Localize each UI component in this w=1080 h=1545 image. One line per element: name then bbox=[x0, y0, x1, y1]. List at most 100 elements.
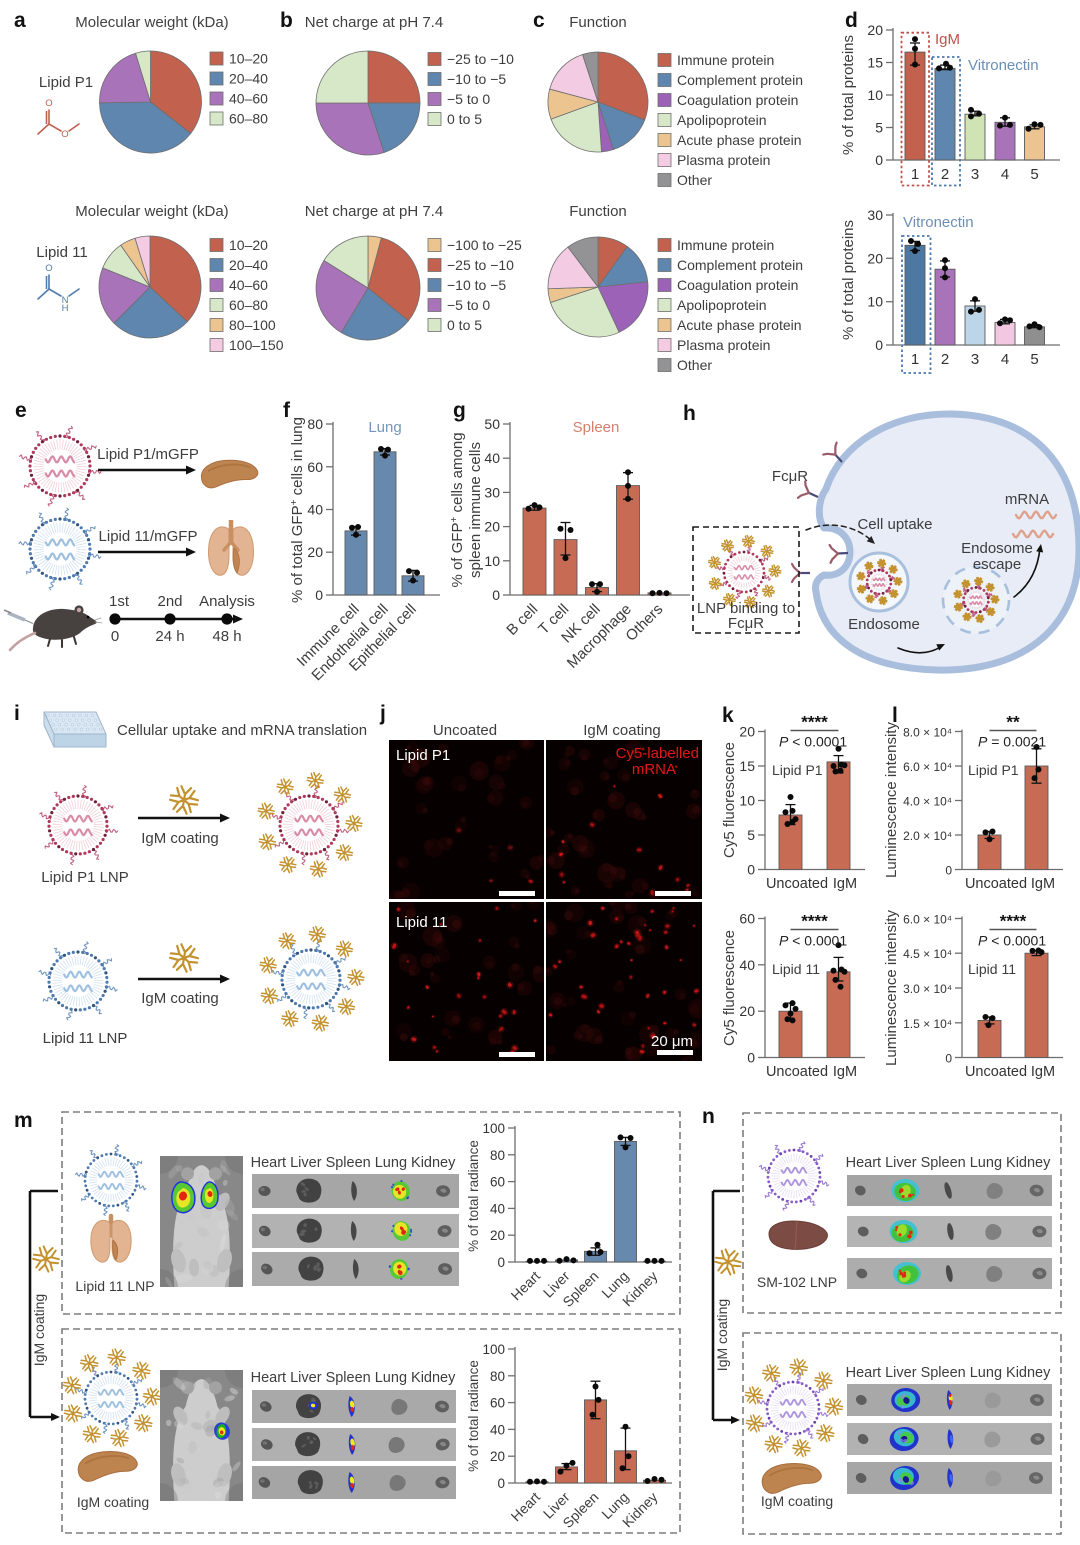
svg-text:4.5 × 10⁴: 4.5 × 10⁴ bbox=[903, 947, 952, 961]
svg-text:**: ** bbox=[1006, 713, 1020, 732]
svg-text:O: O bbox=[61, 129, 68, 140]
svg-text:Heart Liver Spleen Lung Kidney: Heart Liver Spleen Lung Kidney bbox=[846, 1155, 1051, 1171]
svg-text:0: 0 bbox=[315, 587, 323, 603]
svg-text:Lipid 11/mGFP: Lipid 11/mGFP bbox=[99, 528, 198, 545]
svg-text:m: m bbox=[14, 1109, 33, 1132]
svg-text:20: 20 bbox=[490, 1449, 505, 1464]
svg-text:0 to 5: 0 to 5 bbox=[447, 111, 482, 127]
svg-text:40–60: 40–60 bbox=[229, 277, 268, 293]
svg-text:Heart Liver Spleen Lung Kidney: Heart Liver Spleen Lung Kidney bbox=[251, 1370, 456, 1386]
svg-text:10: 10 bbox=[867, 87, 883, 103]
svg-text:Coagulation protein: Coagulation protein bbox=[677, 92, 798, 108]
svg-text:% of total radiance: % of total radiance bbox=[466, 1140, 481, 1252]
svg-text:Uncoated: Uncoated bbox=[965, 876, 1027, 892]
svg-text:mRNA: mRNA bbox=[632, 761, 676, 778]
svg-text:0: 0 bbox=[945, 1052, 952, 1066]
svg-text:30: 30 bbox=[484, 484, 500, 500]
svg-text:10: 10 bbox=[867, 294, 883, 310]
svg-text:40: 40 bbox=[490, 1201, 505, 1216]
svg-text:Lung: Lung bbox=[368, 419, 401, 436]
svg-text:i: i bbox=[14, 702, 20, 725]
svg-text:0: 0 bbox=[747, 1050, 755, 1066]
svg-text:Coagulation protein: Coagulation protein bbox=[677, 277, 798, 293]
svg-text:Function: Function bbox=[569, 203, 627, 220]
svg-text:g: g bbox=[453, 399, 466, 422]
svg-text:Lipid P1: Lipid P1 bbox=[396, 747, 450, 764]
svg-text:h: h bbox=[683, 402, 696, 425]
svg-text:O: O bbox=[45, 263, 52, 274]
svg-text:Cy5-labelled: Cy5-labelled bbox=[616, 745, 699, 762]
svg-text:2nd: 2nd bbox=[157, 593, 182, 610]
svg-text:P = 0.0021: P = 0.0021 bbox=[978, 734, 1046, 750]
svg-text:1: 1 bbox=[911, 351, 919, 368]
svg-text:Plasma protein: Plasma protein bbox=[677, 337, 770, 353]
svg-text:40: 40 bbox=[490, 1422, 505, 1437]
svg-text:LNP binding to: LNP binding to bbox=[697, 600, 795, 617]
svg-text:Plasma protein: Plasma protein bbox=[677, 152, 770, 168]
svg-text:****: **** bbox=[801, 713, 828, 732]
svg-text:P < 0.0001: P < 0.0001 bbox=[779, 734, 847, 750]
svg-text:0: 0 bbox=[747, 862, 755, 878]
svg-text:O: O bbox=[45, 98, 52, 109]
svg-text:FcμR: FcμR bbox=[728, 615, 764, 632]
svg-text:Endosome: Endosome bbox=[848, 616, 920, 633]
svg-text:−25 to −10: −25 to −10 bbox=[447, 257, 514, 273]
svg-text:6.0 × 10⁴: 6.0 × 10⁴ bbox=[903, 913, 952, 927]
svg-text:60: 60 bbox=[490, 1396, 505, 1411]
svg-text:Lipid P1 LNP: Lipid P1 LNP bbox=[41, 869, 129, 886]
svg-text:20: 20 bbox=[490, 1228, 505, 1243]
svg-text:Cy5 fluorescence: Cy5 fluorescence bbox=[721, 742, 738, 858]
svg-text:IgM: IgM bbox=[1031, 876, 1055, 892]
svg-text:Immune protein: Immune protein bbox=[677, 237, 774, 253]
svg-text:20: 20 bbox=[484, 519, 500, 535]
svg-text:20–40: 20–40 bbox=[229, 71, 268, 87]
svg-text:Heart Liver Spleen Lung Kidney: Heart Liver Spleen Lung Kidney bbox=[846, 1365, 1051, 1381]
svg-text:1: 1 bbox=[911, 166, 919, 183]
svg-text:100: 100 bbox=[482, 1121, 505, 1136]
svg-text:60: 60 bbox=[739, 911, 755, 927]
svg-text:Endosome: Endosome bbox=[961, 540, 1033, 557]
svg-text:Vitronectin: Vitronectin bbox=[903, 214, 974, 231]
svg-text:2: 2 bbox=[941, 351, 949, 368]
svg-text:% of total GFP+ cells in lung: % of total GFP+ cells in lung bbox=[289, 417, 306, 603]
svg-text:80: 80 bbox=[490, 1148, 505, 1163]
svg-text:Molecular weight (kDa): Molecular weight (kDa) bbox=[75, 203, 228, 220]
svg-text:50: 50 bbox=[484, 416, 500, 432]
svg-text:20 μm: 20 μm bbox=[651, 1033, 693, 1050]
svg-text:mRNA: mRNA bbox=[1005, 491, 1049, 508]
svg-text:5: 5 bbox=[747, 827, 755, 843]
svg-text:30: 30 bbox=[867, 207, 883, 223]
svg-text:4: 4 bbox=[1001, 351, 1009, 368]
svg-text:2: 2 bbox=[941, 166, 949, 183]
svg-text:Lipid 11: Lipid 11 bbox=[772, 961, 820, 977]
svg-text:IgM: IgM bbox=[1031, 1064, 1055, 1080]
svg-text:Function: Function bbox=[569, 14, 627, 31]
svg-text:SM-102 LNP: SM-102 LNP bbox=[757, 1274, 837, 1290]
svg-text:% of GFP+ cells among: % of GFP+ cells among bbox=[449, 432, 466, 587]
svg-text:10–20: 10–20 bbox=[229, 51, 268, 67]
svg-text:100–150: 100–150 bbox=[229, 337, 284, 353]
svg-text:3: 3 bbox=[971, 166, 979, 183]
svg-text:IgM coating: IgM coating bbox=[31, 1294, 47, 1366]
svg-text:20: 20 bbox=[307, 544, 323, 560]
svg-text:40: 40 bbox=[739, 957, 755, 973]
svg-text:10–20: 10–20 bbox=[229, 237, 268, 253]
svg-text:Spleen: Spleen bbox=[573, 419, 620, 436]
svg-text:IgM: IgM bbox=[833, 876, 857, 892]
svg-text:IgM coating: IgM coating bbox=[141, 990, 219, 1007]
svg-text:P < 0.0001: P < 0.0001 bbox=[779, 933, 847, 949]
svg-text:n: n bbox=[702, 1105, 715, 1128]
svg-text:1.5 × 10⁴: 1.5 × 10⁴ bbox=[903, 1017, 952, 1031]
svg-text:15: 15 bbox=[739, 758, 755, 774]
svg-text:−100 to −25: −100 to −25 bbox=[447, 237, 522, 253]
svg-text:IgM: IgM bbox=[935, 31, 960, 48]
svg-text:Lipid P1: Lipid P1 bbox=[968, 762, 1019, 778]
svg-text:−25 to −10: −25 to −10 bbox=[447, 51, 514, 67]
svg-text:0: 0 bbox=[945, 864, 952, 878]
svg-text:% of total proteins: % of total proteins bbox=[840, 35, 857, 155]
svg-text:20–40: 20–40 bbox=[229, 257, 268, 273]
svg-text:spleen immune cells: spleen immune cells bbox=[467, 442, 484, 578]
svg-text:Complement protein: Complement protein bbox=[677, 72, 803, 88]
svg-text:Apolipoprotein: Apolipoprotein bbox=[677, 112, 767, 128]
svg-text:Lipid 11 LNP: Lipid 11 LNP bbox=[43, 1030, 128, 1047]
